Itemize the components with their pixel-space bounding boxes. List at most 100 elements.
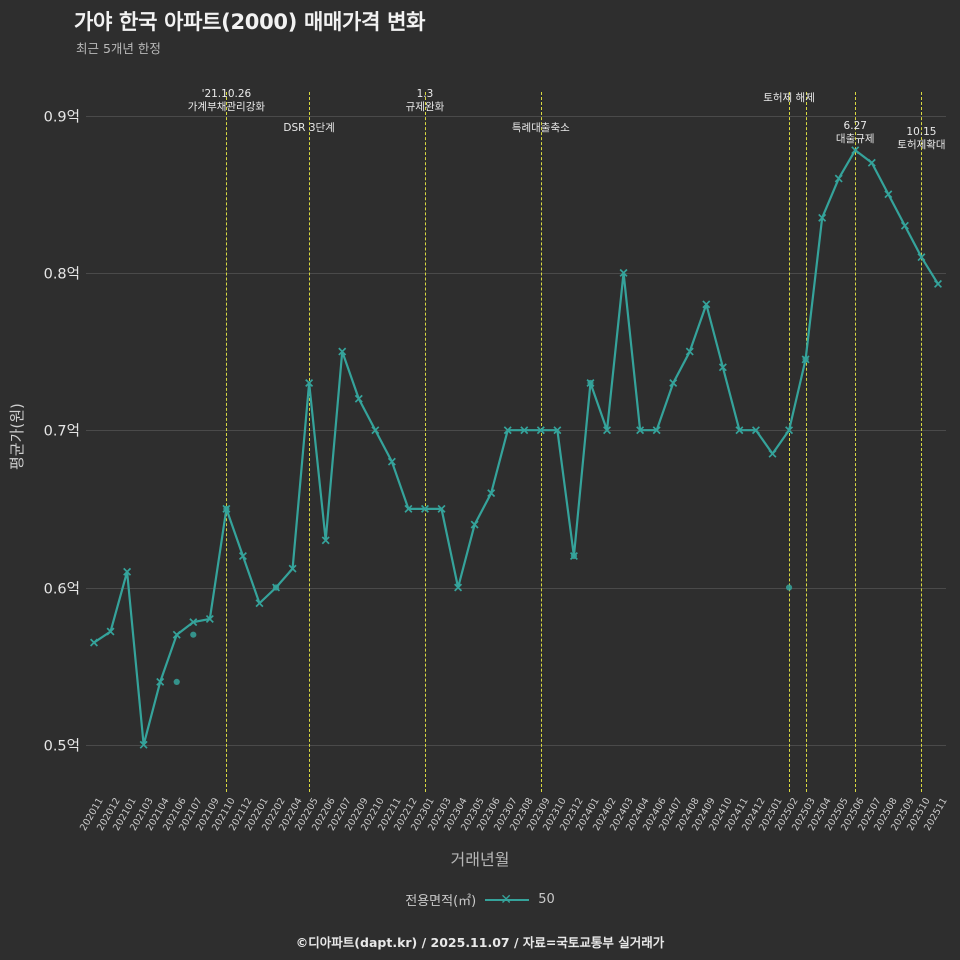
event-label-date: '21.10.26 <box>201 88 252 100</box>
event-line <box>789 92 791 792</box>
legend-title: 전용면적(㎡) <box>405 894 477 909</box>
plot-area: 0.5억 0.6억 0.7억 0.8억 0.9억 '21.10.26 가계부채관리강화 DS… <box>44 88 950 833</box>
data-point-marker <box>255 599 264 608</box>
data-point-marker <box>470 520 479 529</box>
data-point-marker <box>106 627 115 636</box>
legend-x-marker-icon: ✕ <box>500 891 512 908</box>
scatter-point <box>802 356 809 363</box>
data-point-marker <box>404 504 413 513</box>
event-line <box>855 92 857 792</box>
data-point-marker <box>321 536 330 545</box>
data-point-marker <box>834 174 843 183</box>
scatter-point <box>173 678 180 685</box>
event-label: 6.27 대출규제 <box>836 120 875 146</box>
event-label: 1.3 규제완화 <box>406 88 445 114</box>
event-label-text: DSR 3단계 <box>283 122 335 134</box>
y-tick-label: 0.7억 <box>43 423 80 440</box>
data-point-marker <box>917 253 926 262</box>
data-point-marker <box>371 426 380 435</box>
data-point-marker <box>354 394 363 403</box>
data-point-marker <box>189 618 198 627</box>
data-point-marker <box>735 426 744 435</box>
y-tick-label: 0.6억 <box>43 581 80 597</box>
event-label-text: 토허제확대 <box>897 139 946 151</box>
event-line <box>805 92 807 792</box>
data-point-marker <box>818 213 827 222</box>
chart-subtitle: 최근 5개년 한정 <box>76 41 161 56</box>
data-point-marker <box>652 426 661 435</box>
event-label: 토허제 해제 <box>763 92 815 105</box>
data-point-marker <box>387 457 396 466</box>
data-point-marker <box>900 221 909 230</box>
event-label-text: 토허제 해제 <box>763 92 815 104</box>
gridline <box>86 115 946 117</box>
data-point-marker <box>553 426 562 435</box>
data-point-marker <box>305 379 314 388</box>
data-point-marker <box>487 489 496 498</box>
data-point-marker <box>536 426 545 435</box>
data-point-marker <box>238 552 247 561</box>
data-point-marker <box>437 504 446 513</box>
data-point-marker <box>156 677 165 686</box>
event-label-date: 6.27 <box>843 120 867 132</box>
data-point-marker <box>851 146 860 155</box>
data-point-marker <box>123 567 132 576</box>
data-point-marker <box>884 190 893 199</box>
x-axis-label: 거래년월 <box>450 850 510 869</box>
event-label: 10.15 토허제확대 <box>897 126 945 152</box>
y-axis-label: 평균가(원) <box>8 403 26 470</box>
chart-legend: 전용면적(㎡) ✕ 50 <box>0 890 960 909</box>
event-label-text: 가계부채관리강화 <box>187 101 266 113</box>
data-point-marker <box>751 426 760 435</box>
scatter-point <box>785 584 793 591</box>
event-label-text: 특례대출축소 <box>511 122 570 134</box>
event-label-text: 규제완화 <box>405 101 445 113</box>
series-line-chart <box>89 146 943 749</box>
scatter-point <box>190 631 197 638</box>
data-point-marker <box>288 564 297 573</box>
chart-title: 가야 한국 아파트(2000) 매매가격 변화 <box>74 10 426 34</box>
scatter-point <box>272 584 280 591</box>
gridline <box>86 272 946 274</box>
data-point-marker <box>636 426 645 435</box>
data-point-marker <box>685 347 694 356</box>
series-line <box>93 149 939 746</box>
data-point-marker <box>933 279 943 288</box>
y-tick-label: 0.9억 <box>43 109 80 126</box>
data-point-marker <box>139 740 148 749</box>
event-label-text: 대출규제 <box>835 133 875 145</box>
event-line <box>540 92 542 792</box>
gridline <box>86 744 946 746</box>
gridline <box>86 587 946 589</box>
data-point-marker <box>603 426 612 435</box>
scatter-point <box>570 552 578 560</box>
event-line <box>309 92 311 792</box>
data-point-marker <box>420 504 429 513</box>
event-label-date: 1.3 <box>416 88 434 100</box>
footer-credit: ©디아파트(dapt.kr) / 2025.11.07 / 자료=국토교통부 실… <box>295 935 665 950</box>
data-point-marker <box>718 363 727 372</box>
data-point-marker <box>89 638 99 647</box>
scatter-point <box>587 379 594 387</box>
event-line <box>921 92 923 792</box>
data-point-marker <box>702 300 711 309</box>
y-tick-label: 0.8억 <box>43 266 80 283</box>
data-point-marker <box>669 379 678 388</box>
data-point-marker <box>338 347 347 356</box>
scatter-point <box>223 505 230 512</box>
event-label: DSR 3단계 <box>283 122 334 135</box>
data-point-marker <box>520 426 529 435</box>
data-point-marker <box>619 268 628 277</box>
event-label-date: 10.15 <box>906 126 937 138</box>
data-point-marker <box>785 426 794 435</box>
event-label: 특례대출축소 <box>512 122 570 135</box>
legend-line-marker-icon: ✕ <box>485 891 530 908</box>
data-point-marker <box>867 158 876 167</box>
y-tick-label: 0.5억 <box>43 738 80 755</box>
data-point-marker <box>768 449 777 458</box>
legend-entry-50: 50 <box>538 892 555 907</box>
data-point-marker <box>454 583 463 592</box>
event-label: '21.10.26 가계부채관리강화 <box>188 88 265 114</box>
data-point-marker <box>503 426 512 435</box>
